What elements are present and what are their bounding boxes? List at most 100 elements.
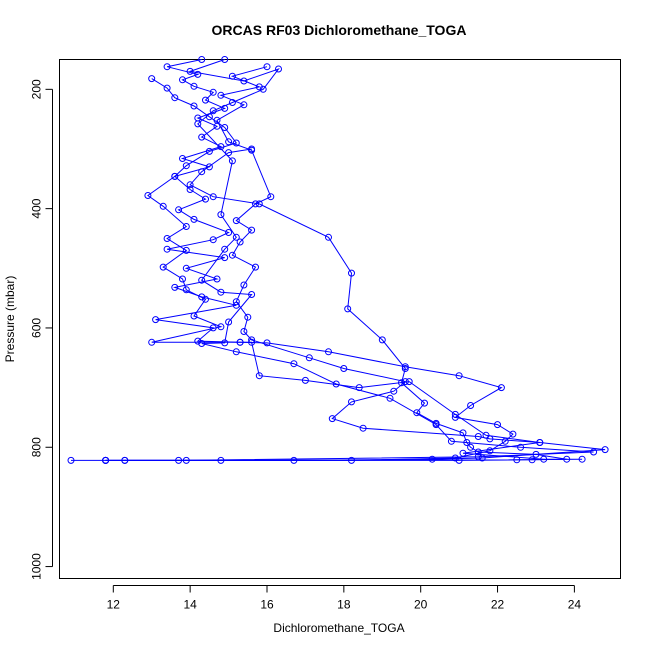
data-point: [601, 446, 609, 454]
data-point: [301, 376, 309, 384]
data-point: [240, 101, 248, 109]
x-tick-label: 18: [337, 598, 351, 612]
data-point: [163, 84, 171, 92]
data-point: [228, 99, 236, 106]
data-point: [171, 283, 179, 291]
data-point: [186, 186, 194, 193]
series-line: [105, 148, 567, 461]
data-point: [528, 456, 536, 464]
data-point: [501, 437, 509, 445]
data-point: [179, 76, 186, 84]
data-point: [428, 455, 436, 463]
data-point: [486, 435, 494, 443]
data-point: [205, 147, 213, 155]
data-point: [236, 338, 244, 346]
data-point: [386, 394, 394, 402]
data-point: [232, 233, 240, 241]
data-point: [198, 340, 206, 347]
y-tick-label: 1000: [30, 553, 44, 580]
data-point: [232, 217, 240, 225]
data-point: [228, 251, 236, 259]
data-point: [163, 235, 171, 242]
data-point: [221, 245, 229, 253]
data-point: [186, 181, 194, 189]
data-point: [225, 149, 233, 157]
data-point: [267, 193, 275, 201]
plot-area: [59, 59, 621, 579]
data-point: [474, 448, 482, 456]
data-point: [179, 155, 186, 162]
data-point: [344, 305, 352, 313]
data-point: [194, 120, 202, 128]
data-point: [509, 430, 517, 438]
series-layer: [67, 56, 609, 464]
data-point: [328, 415, 336, 423]
data-point: [340, 365, 348, 372]
x-tick-label: 12: [107, 598, 121, 612]
data-point: [332, 380, 340, 388]
data-point: [217, 323, 225, 331]
data-point: [175, 456, 183, 464]
data-point: [325, 348, 332, 356]
data-point: [198, 293, 206, 301]
data-point: [221, 339, 229, 347]
data-point: [259, 85, 267, 93]
data-point: [236, 238, 244, 246]
data-point: [252, 263, 259, 271]
series-line: [105, 66, 583, 461]
data-point: [221, 124, 229, 131]
data-point: [536, 439, 544, 446]
data-point: [175, 206, 183, 214]
y-tick-label: 400: [30, 198, 44, 218]
data-point: [159, 202, 167, 210]
data-point: [378, 336, 386, 344]
data-point: [398, 379, 405, 387]
data-point: [240, 77, 248, 85]
data-point: [432, 421, 440, 429]
data-point: [148, 75, 156, 83]
data-point: [486, 447, 494, 455]
data-point: [163, 245, 171, 253]
data-point: [459, 429, 467, 437]
data-point: [221, 254, 229, 262]
data-point: [121, 456, 129, 464]
data-point: [240, 328, 248, 335]
data-point: [451, 454, 459, 462]
data-point: [455, 372, 463, 380]
data-point: [190, 312, 198, 320]
y-axis-label: Pressure (mbar): [3, 276, 17, 363]
data-point: [228, 157, 236, 165]
series-line: [105, 78, 514, 461]
x-tick-label: 14: [183, 598, 197, 612]
data-point: [348, 269, 355, 277]
x-axis: 12 14 16 18 20 22 24: [107, 585, 581, 612]
x-tick-label: 20: [414, 598, 428, 612]
y-tick-label: 600: [30, 318, 44, 338]
data-point: [497, 384, 505, 392]
data-point: [244, 313, 252, 321]
data-point: [171, 94, 179, 102]
data-point: [205, 163, 213, 171]
x-axis-label: Dichloromethane_TOGA: [273, 621, 404, 635]
data-point: [198, 133, 206, 141]
data-point: [359, 424, 367, 432]
data-point: [413, 409, 421, 417]
data-point: [163, 63, 171, 71]
data-point: [182, 264, 190, 272]
data-point: [148, 338, 156, 346]
data-point: [194, 70, 202, 78]
data-point: [198, 276, 206, 284]
data-point: [209, 88, 217, 96]
data-point: [217, 91, 225, 99]
data-point: [102, 456, 110, 464]
data-point: [578, 455, 586, 463]
data-point: [225, 138, 233, 146]
data-point: [202, 295, 209, 303]
data-point: [474, 453, 482, 461]
data-point: [447, 437, 455, 445]
x-tick-label: 22: [491, 598, 505, 612]
data-point: [248, 226, 256, 234]
data-point: [232, 298, 240, 306]
data-point: [225, 229, 233, 236]
data-point: [217, 211, 225, 219]
